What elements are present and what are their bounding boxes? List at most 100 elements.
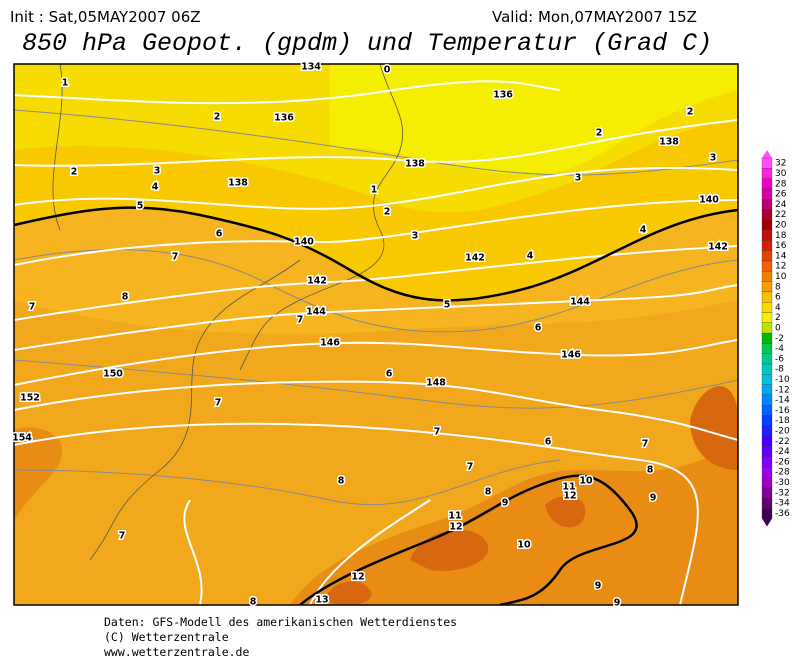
- legend-label: 8: [775, 282, 781, 292]
- legend-label: -34: [775, 499, 790, 509]
- contour-label: 142: [307, 276, 327, 287]
- legend-swatch: [761, 435, 773, 447]
- legend-label: -16: [775, 406, 790, 416]
- legend-swatch: [761, 271, 773, 282]
- legend-label: -24: [775, 447, 790, 457]
- legend-swatch: [761, 291, 773, 303]
- legend-arrow: [762, 150, 772, 158]
- contour-label: 7: [215, 398, 222, 409]
- legend-swatch: [761, 466, 773, 478]
- legend-label: -4: [775, 344, 784, 354]
- legend-label: 4: [775, 303, 781, 313]
- title: 850 hPa Geopot. (gpdm) und Temperatur (G…: [22, 29, 712, 58]
- contour-label: 7: [119, 531, 126, 542]
- legend-swatch: [761, 446, 773, 457]
- legend-swatch: [761, 312, 773, 323]
- legend-swatch: [761, 199, 773, 210]
- legend-label: 26: [775, 190, 787, 200]
- contour-label: 11: [562, 482, 575, 493]
- contour-label: 3: [154, 166, 161, 177]
- legend-swatch: [761, 353, 773, 365]
- legend-swatch: [761, 157, 773, 169]
- contour-label: 3: [412, 231, 419, 242]
- legend-label: 28: [775, 179, 787, 189]
- legend-swatch: [761, 332, 773, 344]
- contour-label: 6: [216, 229, 223, 240]
- contour-label: 150: [103, 369, 123, 380]
- contour-label: 138: [228, 178, 248, 189]
- contour-label: 140: [699, 195, 719, 206]
- contour-label: 2: [384, 207, 391, 218]
- legend-label: -28: [775, 468, 790, 478]
- legend-label: -8: [775, 365, 784, 375]
- legend-swatch: [761, 178, 773, 190]
- legend-swatch: [761, 363, 773, 375]
- contour-label: 13: [315, 595, 328, 606]
- legend-label: 10: [775, 272, 787, 282]
- init-time: Init : Sat,05MAY2007 06Z: [10, 8, 201, 26]
- legend-label: 30: [775, 169, 787, 179]
- legend-swatch: [761, 487, 773, 499]
- contour-label: 7: [29, 302, 36, 313]
- contour-label: 7: [172, 252, 179, 263]
- contour-label: 5: [444, 300, 451, 311]
- contour-label: 144: [306, 307, 326, 318]
- legend-swatch: [761, 302, 773, 313]
- legend-swatch: [761, 456, 773, 468]
- legend-swatch: [761, 425, 773, 437]
- map: [14, 64, 738, 605]
- legend-label: -14: [775, 396, 790, 406]
- legend-label: -32: [775, 488, 790, 498]
- legend-swatch: [761, 281, 773, 293]
- contour-label: 2: [596, 128, 603, 139]
- legend-label: -2: [775, 334, 784, 344]
- contour-label: 3: [710, 153, 717, 164]
- contour-label: 8: [122, 292, 129, 303]
- legend-label: 2: [775, 313, 781, 323]
- footer-line: www.wetterzentrale.de: [104, 645, 249, 659]
- contour-label: 11: [448, 511, 461, 522]
- contour-label: 6: [535, 323, 542, 334]
- contour-label: 1: [371, 185, 378, 196]
- contour-label: 9: [595, 581, 602, 592]
- contour-label: 148: [426, 378, 446, 389]
- map-frame: [13, 63, 739, 606]
- contour-label: 138: [405, 159, 425, 170]
- contour-label: 138: [659, 137, 679, 148]
- contour-label: 6: [545, 437, 552, 448]
- contour-label: 154: [12, 433, 32, 444]
- legend-label: -36: [775, 509, 790, 519]
- contour-label: 1: [62, 78, 69, 89]
- contour-label: 7: [297, 315, 304, 326]
- legend-label: 0: [775, 323, 781, 333]
- contour-label: 146: [561, 350, 581, 361]
- legend-label: 24: [775, 200, 787, 210]
- legend-swatch: [761, 477, 773, 488]
- valid-time: Valid: Mon,07MAY2007 15Z: [492, 8, 697, 26]
- legend-label: 32: [775, 159, 786, 169]
- legend-label: -18: [775, 416, 790, 426]
- contour-label: 10: [579, 476, 593, 487]
- contour-label: 4: [640, 225, 647, 236]
- contour-label: 6: [386, 369, 393, 380]
- contour-label: 136: [493, 90, 513, 101]
- legend-label: 14: [775, 251, 787, 261]
- legend-label: 22: [775, 210, 786, 220]
- legend-swatch: [761, 394, 773, 406]
- contour-label: 12: [449, 522, 462, 533]
- legend-swatch: [761, 497, 773, 509]
- legend-swatch: [761, 219, 773, 231]
- contour-label: 12: [563, 491, 576, 502]
- legend-swatch: [761, 405, 773, 416]
- contour-label: 7: [467, 462, 474, 473]
- legend-label: 12: [775, 262, 786, 272]
- contour-label: 9: [502, 498, 509, 509]
- contour-label: 8: [338, 476, 345, 487]
- footer-line: (C) Wetterzentrale: [104, 630, 229, 644]
- contour-label: 10: [517, 540, 531, 551]
- contour-label: 142: [708, 242, 728, 253]
- contour-label: 7: [642, 439, 649, 450]
- legend-label: 20: [775, 220, 787, 230]
- legend-label: -22: [775, 437, 790, 447]
